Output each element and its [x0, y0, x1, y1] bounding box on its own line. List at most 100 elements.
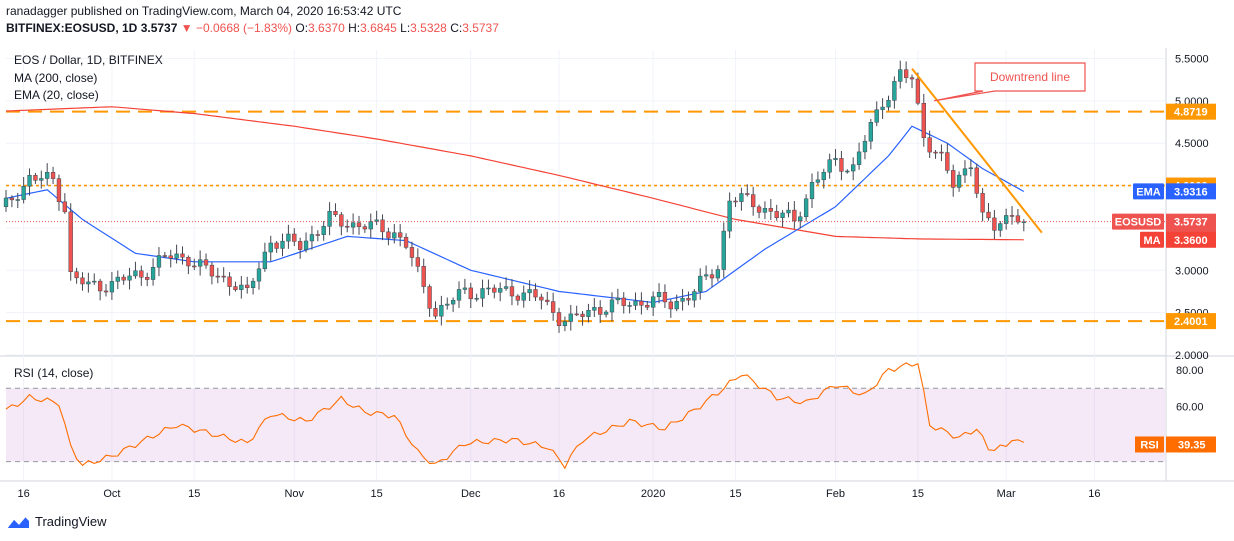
candle[interactable] [509, 279, 515, 306]
candle[interactable] [609, 292, 615, 322]
candle[interactable] [639, 292, 644, 315]
candle[interactable] [380, 214, 385, 241]
candle[interactable] [156, 247, 162, 277]
candle[interactable] [674, 294, 679, 312]
legend-rsi[interactable]: RSI (14, close) [14, 366, 94, 380]
candle[interactable] [97, 278, 103, 301]
candle[interactable] [562, 316, 568, 332]
candle[interactable] [9, 195, 15, 208]
ma200-line[interactable] [5, 106, 1024, 241]
candle[interactable] [268, 235, 273, 262]
candle[interactable] [256, 262, 262, 290]
candle[interactable] [468, 282, 473, 309]
candle[interactable] [798, 211, 803, 229]
candle[interactable] [45, 163, 50, 186]
candle[interactable] [439, 295, 444, 326]
candle[interactable] [103, 283, 109, 297]
candle[interactable] [368, 213, 373, 239]
candle[interactable] [303, 232, 309, 253]
candle[interactable] [668, 299, 673, 318]
candle[interactable] [915, 72, 921, 106]
candle[interactable] [174, 244, 179, 264]
candle[interactable] [845, 169, 850, 174]
candle[interactable] [945, 143, 950, 174]
candle[interactable] [356, 215, 362, 235]
candle[interactable] [627, 301, 632, 314]
candle[interactable] [480, 279, 485, 307]
candle[interactable] [962, 160, 968, 183]
candle[interactable] [986, 203, 991, 221]
candle[interactable] [450, 297, 456, 312]
candle[interactable] [298, 237, 303, 259]
candle[interactable] [209, 261, 215, 285]
candle[interactable] [286, 224, 291, 249]
candle[interactable] [751, 186, 756, 216]
candle[interactable] [862, 135, 868, 160]
candle[interactable] [433, 301, 438, 320]
candle[interactable] [556, 307, 562, 333]
candle[interactable] [280, 233, 285, 257]
candle[interactable] [621, 292, 626, 314]
candle[interactable] [615, 288, 621, 305]
candle[interactable] [145, 272, 150, 287]
candle[interactable] [33, 172, 38, 184]
candle[interactable] [362, 224, 368, 233]
candle[interactable] [603, 309, 609, 318]
candle[interactable] [56, 174, 62, 211]
candle[interactable] [768, 199, 773, 220]
candle[interactable] [868, 118, 873, 150]
price-label-ma[interactable]: MA 3.3600 [1140, 231, 1216, 248]
candle[interactable] [998, 220, 1003, 237]
legend-ema[interactable]: EMA (20, close) [14, 88, 99, 102]
candle[interactable] [427, 284, 432, 317]
candle[interactable] [809, 173, 815, 209]
candle[interactable] [74, 267, 79, 284]
candle[interactable] [62, 193, 67, 214]
candle[interactable] [515, 294, 521, 306]
candle[interactable] [333, 203, 338, 217]
candle[interactable] [709, 269, 715, 288]
candle[interactable] [1009, 206, 1015, 225]
candle[interactable] [403, 233, 409, 250]
candle[interactable] [139, 265, 144, 286]
candle[interactable] [92, 273, 97, 285]
candle[interactable] [839, 150, 844, 181]
candle[interactable] [498, 282, 503, 302]
candle[interactable] [574, 305, 579, 317]
candle[interactable] [68, 203, 73, 281]
candle[interactable] [456, 281, 462, 308]
candle[interactable] [833, 149, 838, 166]
candle[interactable] [586, 303, 591, 323]
candle[interactable] [492, 284, 497, 299]
candle[interactable] [421, 258, 426, 294]
candle[interactable] [733, 197, 738, 207]
candle[interactable] [239, 276, 244, 299]
candle[interactable] [792, 201, 797, 229]
candle[interactable] [121, 274, 126, 285]
candle[interactable] [503, 277, 509, 291]
candle[interactable] [27, 168, 32, 196]
candle[interactable] [203, 253, 209, 269]
candle[interactable] [327, 202, 332, 236]
downtrend-line[interactable] [911, 68, 1043, 234]
candle[interactable] [762, 201, 768, 220]
candle[interactable] [521, 285, 526, 308]
candle[interactable] [686, 291, 691, 306]
annotation-callout[interactable] [933, 62, 1086, 102]
candle[interactable] [645, 300, 650, 311]
candle[interactable] [933, 150, 938, 159]
candle[interactable] [780, 210, 785, 228]
candle[interactable] [692, 289, 697, 308]
candle[interactable] [415, 248, 420, 273]
candle[interactable] [703, 265, 709, 280]
candle[interactable] [739, 187, 744, 211]
candle[interactable] [951, 164, 956, 197]
candle[interactable] [274, 240, 279, 253]
candle[interactable] [15, 192, 20, 209]
candle[interactable] [133, 261, 138, 279]
candle[interactable] [886, 95, 891, 111]
candle[interactable] [803, 194, 809, 222]
candle[interactable] [992, 209, 997, 240]
candle[interactable] [109, 272, 115, 300]
